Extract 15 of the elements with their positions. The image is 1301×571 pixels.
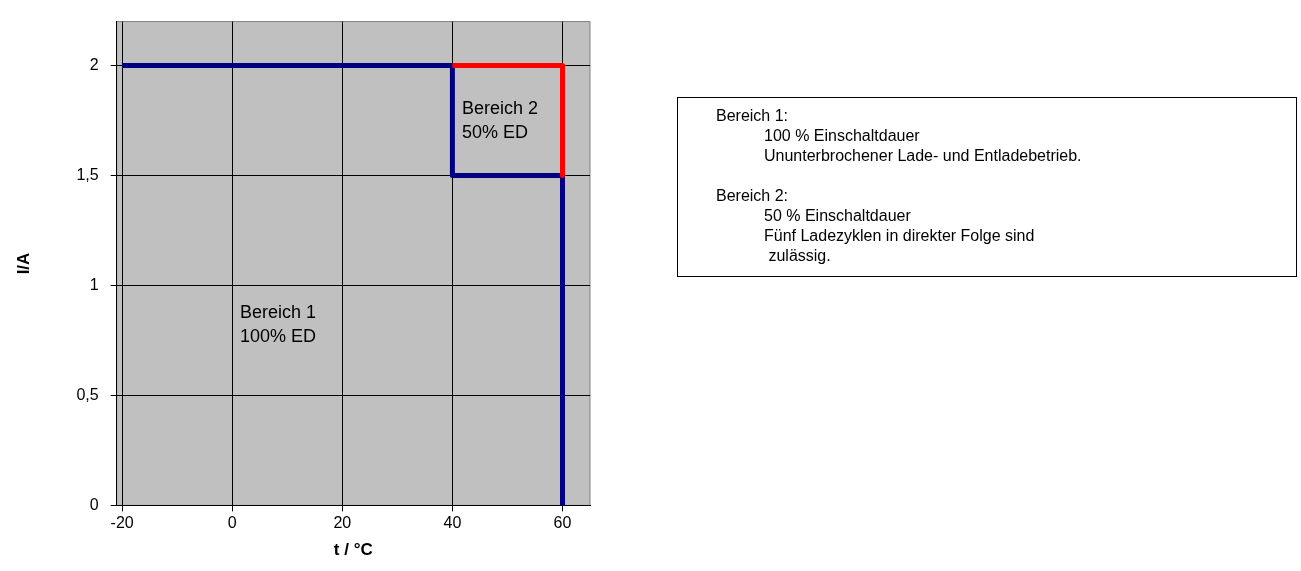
y-tick-label: 1,5 [76,165,99,183]
y-tick-label: 1 [89,275,99,293]
x-tick-label: 20 [333,514,352,532]
annotation: Bereich 2 50% ED [462,97,539,144]
y-tick-label: 0,5 [76,385,99,403]
x-tick-label: -20 [110,514,134,532]
x-tick-label: 60 [553,514,572,532]
annotation: Bereich 1 100% ED [240,301,317,348]
y-tick-label: 0 [89,495,99,513]
x-tick-label: 0 [227,514,237,532]
text: Bereich 1: 100 % Einschaltdauer Ununterbrochener Lade- und Entladebetrieb. Bereich 2: 50 % Einschaltdauer Fünf Ladezyklen in direkter Folge sind zulässig. [716,107,1082,264]
y-axis-title: I/A [13,252,33,275]
x-tick-label: 40 [443,514,462,532]
y-tick-label: 2 [89,55,99,73]
x-axis-title: t / °C [333,540,373,560]
